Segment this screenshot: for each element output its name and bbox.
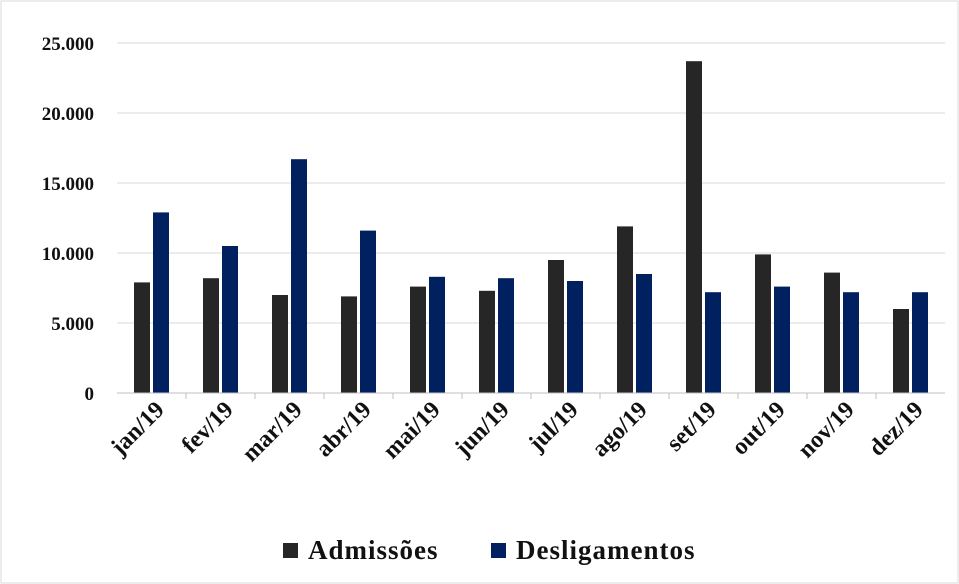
bar-desligamentos-3	[360, 230, 376, 393]
bar-admissoes-10	[824, 272, 840, 393]
bar-admissoes-8	[686, 61, 702, 393]
legend-label-admissoes: Admissões	[308, 535, 439, 565]
bar-desligamentos-4	[429, 276, 445, 393]
bar-desligamentos-9	[774, 286, 790, 393]
bar-desligamentos-7	[636, 274, 652, 393]
legend-swatch-admissoes	[283, 543, 298, 558]
bar-desligamentos-2	[291, 159, 307, 393]
y-tick-labels: 0 5.000 10.000 15.000 20.000 25.000	[42, 34, 94, 405]
bar-desligamentos-10	[843, 292, 859, 393]
bar-admissoes-0	[134, 282, 150, 393]
legend-swatch-desligamentos	[491, 543, 506, 558]
y-tick-label: 5.000	[51, 314, 94, 335]
y-tick-label: 10.000	[42, 244, 94, 265]
bar-desligamentos-8	[705, 292, 721, 393]
y-tick-label: 0	[85, 384, 95, 405]
bar-admissoes-4	[410, 286, 426, 393]
bar-desligamentos-0	[153, 212, 169, 393]
bar-admissoes-6	[548, 260, 564, 393]
bar-admissoes-3	[341, 296, 357, 393]
bar-admissoes-5	[479, 290, 495, 393]
y-tick-label: 15.000	[42, 174, 94, 195]
bar-desligamentos-6	[567, 281, 583, 393]
y-tick-label: 20.000	[42, 104, 94, 125]
bar-admissoes-11	[893, 309, 909, 393]
bar-admissoes-9	[755, 254, 771, 393]
bar-desligamentos-11	[912, 292, 928, 393]
bar-admissoes-7	[617, 226, 633, 393]
legend-label-desligamentos: Desligamentos	[516, 535, 695, 565]
bar-admissoes-1	[203, 278, 219, 393]
bar-admissoes-2	[272, 295, 288, 393]
bar-desligamentos-5	[498, 278, 514, 393]
bar-desligamentos-1	[222, 246, 238, 393]
gridlines	[117, 42, 945, 324]
legend: Admissões Desligamentos	[283, 535, 695, 565]
axes	[117, 392, 945, 399]
y-tick-label: 25.000	[42, 34, 94, 55]
bars	[134, 61, 928, 393]
